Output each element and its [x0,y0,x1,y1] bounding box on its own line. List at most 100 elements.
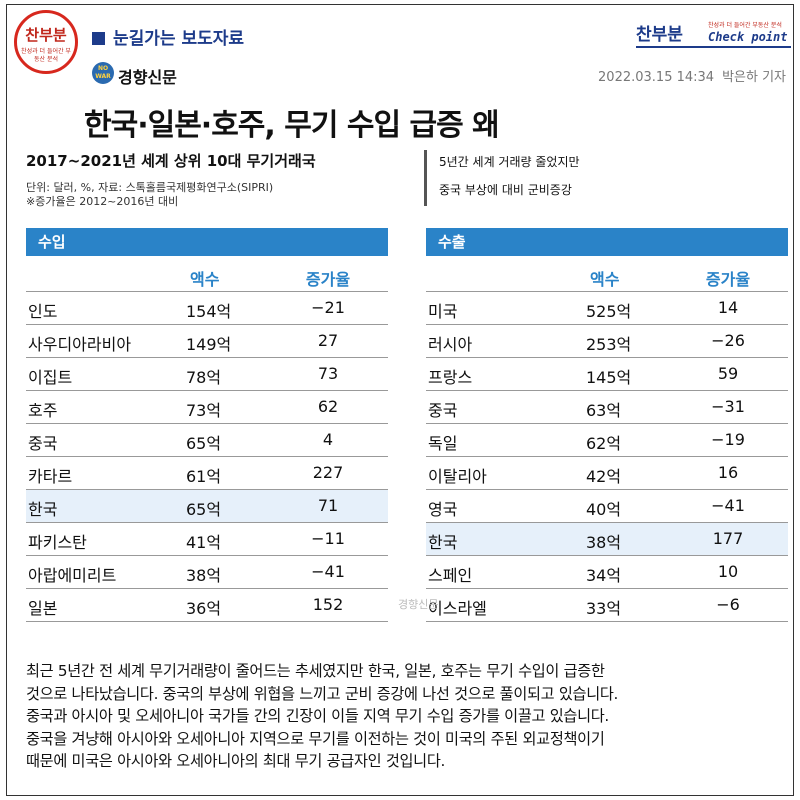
check-point-underline [636,46,791,48]
amount-cell: 34억 [586,566,622,585]
amount-cell: 73억 [186,401,222,420]
source-line: ※증가율은 2012~2016년 대비 [26,195,179,208]
amount-cell: 149억 [186,335,232,354]
rate-cell: 10 [717,562,739,581]
amount-cell: 38억 [586,533,622,552]
import-table-header: 액수 증가율 [26,256,388,292]
amount-cell: 63억 [586,401,622,420]
chanbubun-logo: 찬부분 찬성과 더 들어간 부동산 분석 [14,10,78,86]
check-point-logo: 찬부분 찬성과 더 들어간 부동산 분석 Check point [636,18,794,50]
country-cell: 파키스탄 [28,533,87,552]
square-bullet-icon [92,32,105,45]
amount-cell: 61억 [186,467,222,486]
amount-cell: 154억 [186,302,232,321]
amount-cell: 36억 [186,599,222,618]
country-cell: 호주 [28,401,58,420]
press-release-text: 눈길가는 보도자료 [113,29,245,49]
amount-cell: 78억 [186,368,222,387]
table-row: 영국 40억 −41 [426,490,788,523]
amount-cell: 253억 [586,335,632,354]
article-body: 최근 5년간 전 세계 무기거래량이 줄어드는 추세였지만 한국, 일본, 호주… [26,660,794,773]
country-cell: 중국 [28,434,58,453]
country-cell: 인도 [28,302,58,321]
table-row: 카타르 61억 227 [26,457,388,490]
table-row: 이탈리아 42억 16 [426,457,788,490]
rate-cell: 73 [317,364,339,383]
country-cell: 이스라엘 [428,599,487,618]
amount-cell: 33억 [586,599,622,618]
check-point-label: Check point [708,30,788,44]
table-row: 스페인 34억 10 [426,556,788,589]
body-line: 최근 5년간 전 세계 무기거래량이 줄어드는 추세였지만 한국, 일본, 호주… [26,662,605,680]
table-row: 한국 65억 71 [26,490,388,523]
rate-cell: 16 [717,463,739,482]
headline: 한국·일본·호주, 무기 수입 급증 왜 [84,108,500,143]
rate-cell: 227 [312,463,344,482]
country-cell: 한국 [28,500,58,519]
column-header-amount: 액수 [590,270,620,289]
amount-cell: 525억 [586,302,632,321]
rate-cell: 62 [317,397,339,416]
table-subtitle: 2017~2021년 세계 상위 10대 무기거래국 [26,152,316,170]
rate-cell: 27 [317,331,339,350]
rate-cell: 14 [717,298,739,317]
country-cell: 영국 [428,500,458,519]
country-cell: 이집트 [28,368,73,387]
export-table: 수출 액수 증가율 미국 525억 14 러시아 253억 −26 프랑스 145억 59 중국 6… [426,228,788,622]
rate-cell: 71 [317,496,339,515]
table-row: 독일 62억 −19 [426,424,788,457]
country-cell: 아랍에미리트 [28,566,117,585]
country-cell: 일본 [28,599,58,618]
export-table-header: 액수 증가율 [426,256,788,292]
body-line: 것으로 나타났습니다. 중국의 부상에 위협을 느끼고 군비 증강에 나선 것으… [26,684,619,703]
rate-cell: 152 [312,595,344,614]
amount-cell: 38억 [186,566,222,585]
amount-cell: 65억 [186,434,222,453]
reporter-name: 박은하 기자 [722,70,786,85]
watermark: 경향신문 [398,598,439,611]
column-header-rate: 증가율 [705,270,751,289]
country-cell: 독일 [428,434,458,453]
country-cell: 사우디아라비아 [28,335,132,354]
logo-tagline: 찬성과 더 들어간 부동산 분석 [21,48,71,63]
import-table-title: 수입 [26,228,388,256]
table-row: 러시아 253억 −26 [426,325,788,358]
rate-cell: −19 [711,430,745,449]
country-cell: 미국 [428,302,458,321]
rate-cell: 59 [717,364,739,383]
rate-cell: −41 [711,496,745,515]
rate-cell: −11 [311,529,345,548]
summary-line: 5년간 세계 거래량 줄었지만 [439,155,580,169]
check-point-logo-tagline: 찬성과 더 들어간 부동산 분석 [708,22,782,29]
no-war-badge-icon: NO WAR [92,62,114,84]
table-row: 아랍에미리트 38억 −41 [26,556,388,589]
country-cell: 이탈리아 [428,467,487,486]
rate-cell: −31 [711,397,745,416]
table-row: 미국 525억 14 [426,292,788,325]
country-cell: 러시아 [428,335,473,354]
logo-word: 찬부분 [25,26,67,44]
table-row: 인도 154억 −21 [26,292,388,325]
amount-cell: 42억 [586,467,622,486]
body-line: 때문에 미국은 아시아와 오세아니아의 최대 무기 공급자인 것입니다. [26,752,446,770]
country-cell: 한국 [428,533,458,552]
rate-cell: 177 [712,529,744,548]
table-row: 사우디아라비아 149억 27 [26,325,388,358]
summary-line: 중국 부상에 대비 군비증강 [439,183,572,197]
body-line: 중국을 겨냥해 아시아와 오세아니아 지역으로 무기를 이전하는 것이 미국의 … [26,729,605,748]
table-row: 한국 38억 177 [426,523,788,556]
amount-cell: 40억 [586,500,622,519]
table-row: 중국 63억 −31 [426,391,788,424]
amount-cell: 41억 [186,533,222,552]
table-row: 호주 73억 62 [26,391,388,424]
rate-cell: −6 [716,595,740,614]
table-row: 프랑스 145억 59 [426,358,788,391]
byline: 2022.03.15 14:34 박은하 기자 [598,66,786,85]
country-cell: 카타르 [28,467,73,486]
amount-cell: 65억 [186,500,222,519]
rate-cell: −21 [311,298,345,317]
logo-disc [14,10,78,74]
publish-date: 2022.03.15 14:34 [598,70,715,85]
column-header-rate: 증가율 [305,270,351,289]
import-table: 수입 액수 증가율 인도 154억 −21 사우디아라비아 149억 27 이집트 78억 73… [26,228,388,622]
